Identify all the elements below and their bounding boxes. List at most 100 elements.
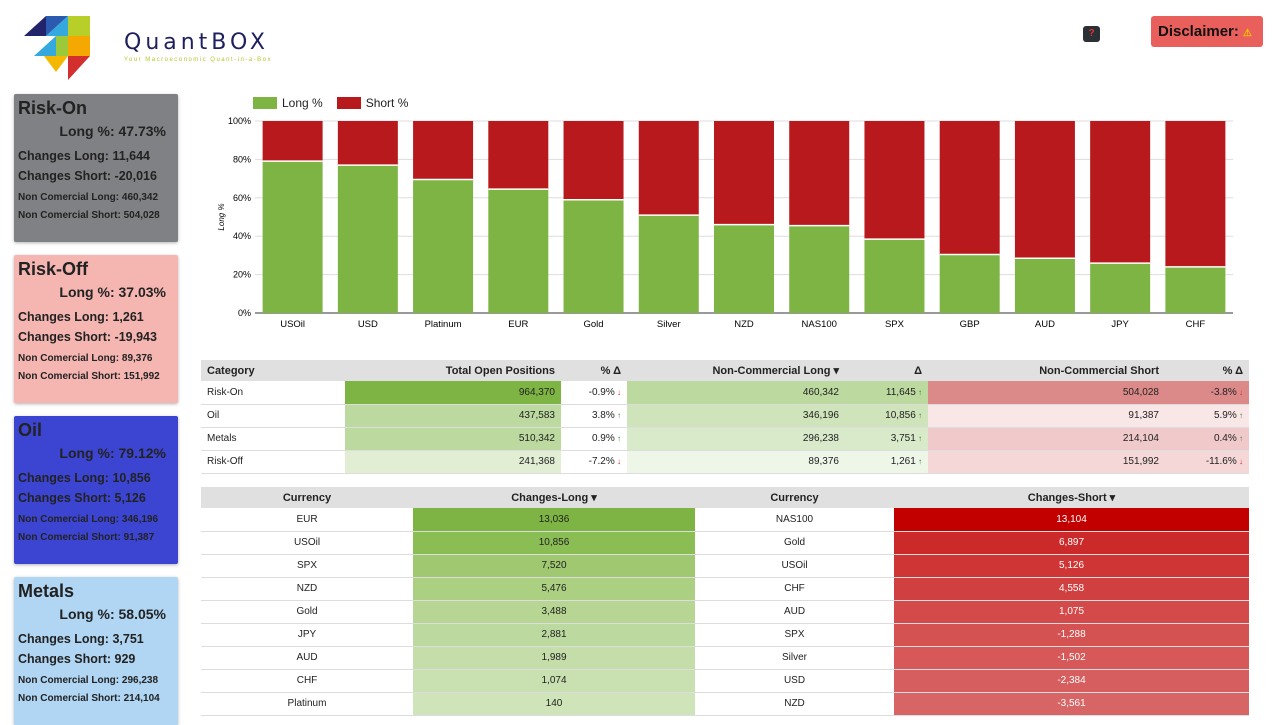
table-row[interactable]: JPY 2,881 SPX -1,288	[201, 623, 1249, 647]
table-cell: Gold	[695, 531, 894, 555]
bar-short-CHF[interactable]	[1165, 121, 1226, 267]
table-cell: SPX	[695, 623, 894, 647]
column-header[interactable]: Changes-Short ▾	[894, 487, 1249, 508]
table-cell: 11,645 ↑	[845, 381, 928, 405]
table-cell: 0.9% ↑	[561, 427, 627, 451]
column-header[interactable]: % Δ	[1165, 360, 1249, 381]
card-risk-off: Risk-Off Long %: 37.03% Changes Long: 1,…	[14, 255, 178, 403]
table-cell: 241,368	[345, 450, 561, 474]
table-row[interactable]: AUD 1,989 Silver -1,502	[201, 646, 1249, 670]
y-tick-label: 20%	[233, 270, 251, 280]
legend-label: Short %	[365, 96, 409, 110]
y-tick-label: 40%	[233, 231, 251, 241]
card-changes-short: Changes Short: 5,126	[18, 491, 146, 505]
bar-long-CHF[interactable]	[1165, 266, 1226, 313]
card-long-pct: Long %: 58.05%	[59, 606, 166, 622]
bar-short-NAS100[interactable]	[789, 121, 850, 226]
cell-value: 5.9%	[1213, 410, 1237, 421]
table-cell: JPY	[201, 623, 413, 647]
table-cell: 3.8% ↑	[561, 404, 627, 428]
column-header[interactable]: Currency	[695, 487, 894, 508]
table-cell: Gold	[201, 600, 413, 624]
table-row[interactable]: Gold 3,488 AUD 1,075	[201, 600, 1249, 624]
column-header[interactable]: Changes-Long ▾	[413, 487, 695, 508]
bar-short-USD[interactable]	[337, 121, 398, 166]
bar-long-AUD[interactable]	[1014, 258, 1075, 313]
bar-long-USD[interactable]	[337, 165, 398, 313]
bar-short-NZD[interactable]	[714, 121, 774, 225]
bar-long-NAS100[interactable]	[789, 225, 850, 313]
cell-value: 0.9%	[591, 433, 615, 444]
x-tick-label: NZD	[734, 319, 754, 330]
table-row[interactable]: Risk-Off 241,368 -7.2% ↓ 89,376 1,261 ↑ 151,9…	[201, 450, 1249, 474]
brand-tagline: Your Macroeconomic Quant-in-a-Box	[124, 57, 272, 63]
bar-short-JPY[interactable]	[1090, 121, 1151, 264]
brand-name: QuantBOX	[124, 30, 269, 55]
table-row[interactable]: USOil 10,856 Gold 6,897	[201, 531, 1249, 555]
card-changes-long: Changes Long: 11,644	[18, 149, 150, 163]
column-header[interactable]: % Δ	[561, 360, 627, 381]
bar-short-SPX[interactable]	[864, 121, 925, 240]
column-header[interactable]: Currency	[201, 487, 413, 508]
disclaimer-label: Disclaimer:	[1158, 23, 1239, 40]
card-changes-long: Changes Long: 10,856	[18, 471, 151, 485]
table-row[interactable]: SPX 7,520 USOil 5,126	[201, 554, 1249, 578]
bar-short-Gold[interactable]	[563, 121, 624, 200]
table-cell: AUD	[695, 600, 894, 624]
x-tick-label: SPX	[885, 319, 905, 330]
bar-long-NZD[interactable]	[714, 224, 774, 313]
cell-value: Risk-On	[207, 386, 244, 398]
bar-short-EUR[interactable]	[488, 121, 549, 190]
bar-short-Silver[interactable]	[638, 121, 699, 216]
table-cell: 6,897	[894, 531, 1249, 555]
table-row[interactable]: Oil 437,583 3.8% ↑ 346,196 10,856 ↑ 91,387 5.9…	[201, 404, 1249, 428]
table-row[interactable]: Metals 510,342 0.9% ↑ 296,238 3,751 ↑ 214,104…	[201, 427, 1249, 451]
x-tick-label: AUD	[1035, 319, 1055, 330]
column-header[interactable]: Total Open Positions	[345, 360, 561, 381]
table-cell: 346,196	[627, 404, 845, 428]
cell-value: 3.8%	[591, 410, 615, 421]
bar-long-GBP[interactable]	[939, 254, 1000, 313]
bar-long-JPY[interactable]	[1090, 263, 1151, 313]
help-button[interactable]: ?	[1083, 26, 1100, 42]
bar-long-Platinum[interactable]	[413, 179, 474, 313]
bar-long-EUR[interactable]	[488, 189, 549, 313]
column-header[interactable]: Category	[201, 360, 345, 381]
table-cell: 437,583	[345, 404, 561, 428]
bar-long-USOil[interactable]	[262, 161, 323, 313]
table-cell: 5,476	[413, 577, 695, 601]
card-long-pct: Long %: 47.73%	[59, 123, 166, 139]
column-header[interactable]: Non-Commercial Long ▾	[627, 360, 845, 381]
x-tick-label: USD	[358, 319, 378, 330]
column-header[interactable]: Δ	[845, 360, 928, 381]
column-header[interactable]: Non-Commercial Short	[928, 360, 1165, 381]
card-nc-short: Non Comercial Short: 91,387	[18, 532, 155, 543]
table-cell: Risk-Off	[201, 450, 345, 474]
table-cell: -7.2% ↓	[561, 450, 627, 474]
arrow-down-icon: ↓	[1236, 387, 1243, 397]
bar-long-SPX[interactable]	[864, 239, 925, 313]
table-row[interactable]: Platinum 140 NZD -3,561	[201, 692, 1249, 716]
disclaimer-button[interactable]: Disclaimer: ⚠	[1151, 16, 1263, 47]
table-row[interactable]: NZD 5,476 CHF 4,558	[201, 577, 1249, 601]
bar-long-Gold[interactable]	[563, 199, 624, 313]
y-axis-label: Long %	[217, 203, 226, 230]
bar-short-Platinum[interactable]	[413, 121, 474, 180]
arrow-up-icon: ↑	[915, 457, 922, 466]
logo-mark-icon	[24, 16, 90, 80]
table-cell: 10,856	[413, 531, 695, 555]
card-changes-long: Changes Long: 1,261	[18, 310, 144, 324]
card-title: Risk-On	[18, 98, 88, 118]
bar-long-Silver[interactable]	[638, 215, 699, 313]
table-row[interactable]: EUR 13,036 NAS100 13,104	[201, 508, 1249, 532]
y-tick-label: 80%	[233, 154, 251, 164]
table-cell: -1,288	[894, 623, 1249, 647]
table-row[interactable]: Risk-On 964,370 -0.9% ↓ 460,342 11,645 ↑ 504,…	[201, 381, 1249, 405]
bar-short-GBP[interactable]	[939, 121, 1000, 255]
table-cell: 140	[413, 692, 695, 716]
arrow-up-icon: ↑	[1236, 411, 1243, 420]
table-row[interactable]: CHF 1,074 USD -2,384	[201, 669, 1249, 693]
bar-short-USOil[interactable]	[262, 121, 323, 162]
bar-short-AUD[interactable]	[1014, 121, 1075, 259]
table-cell: 13,036	[413, 508, 695, 532]
